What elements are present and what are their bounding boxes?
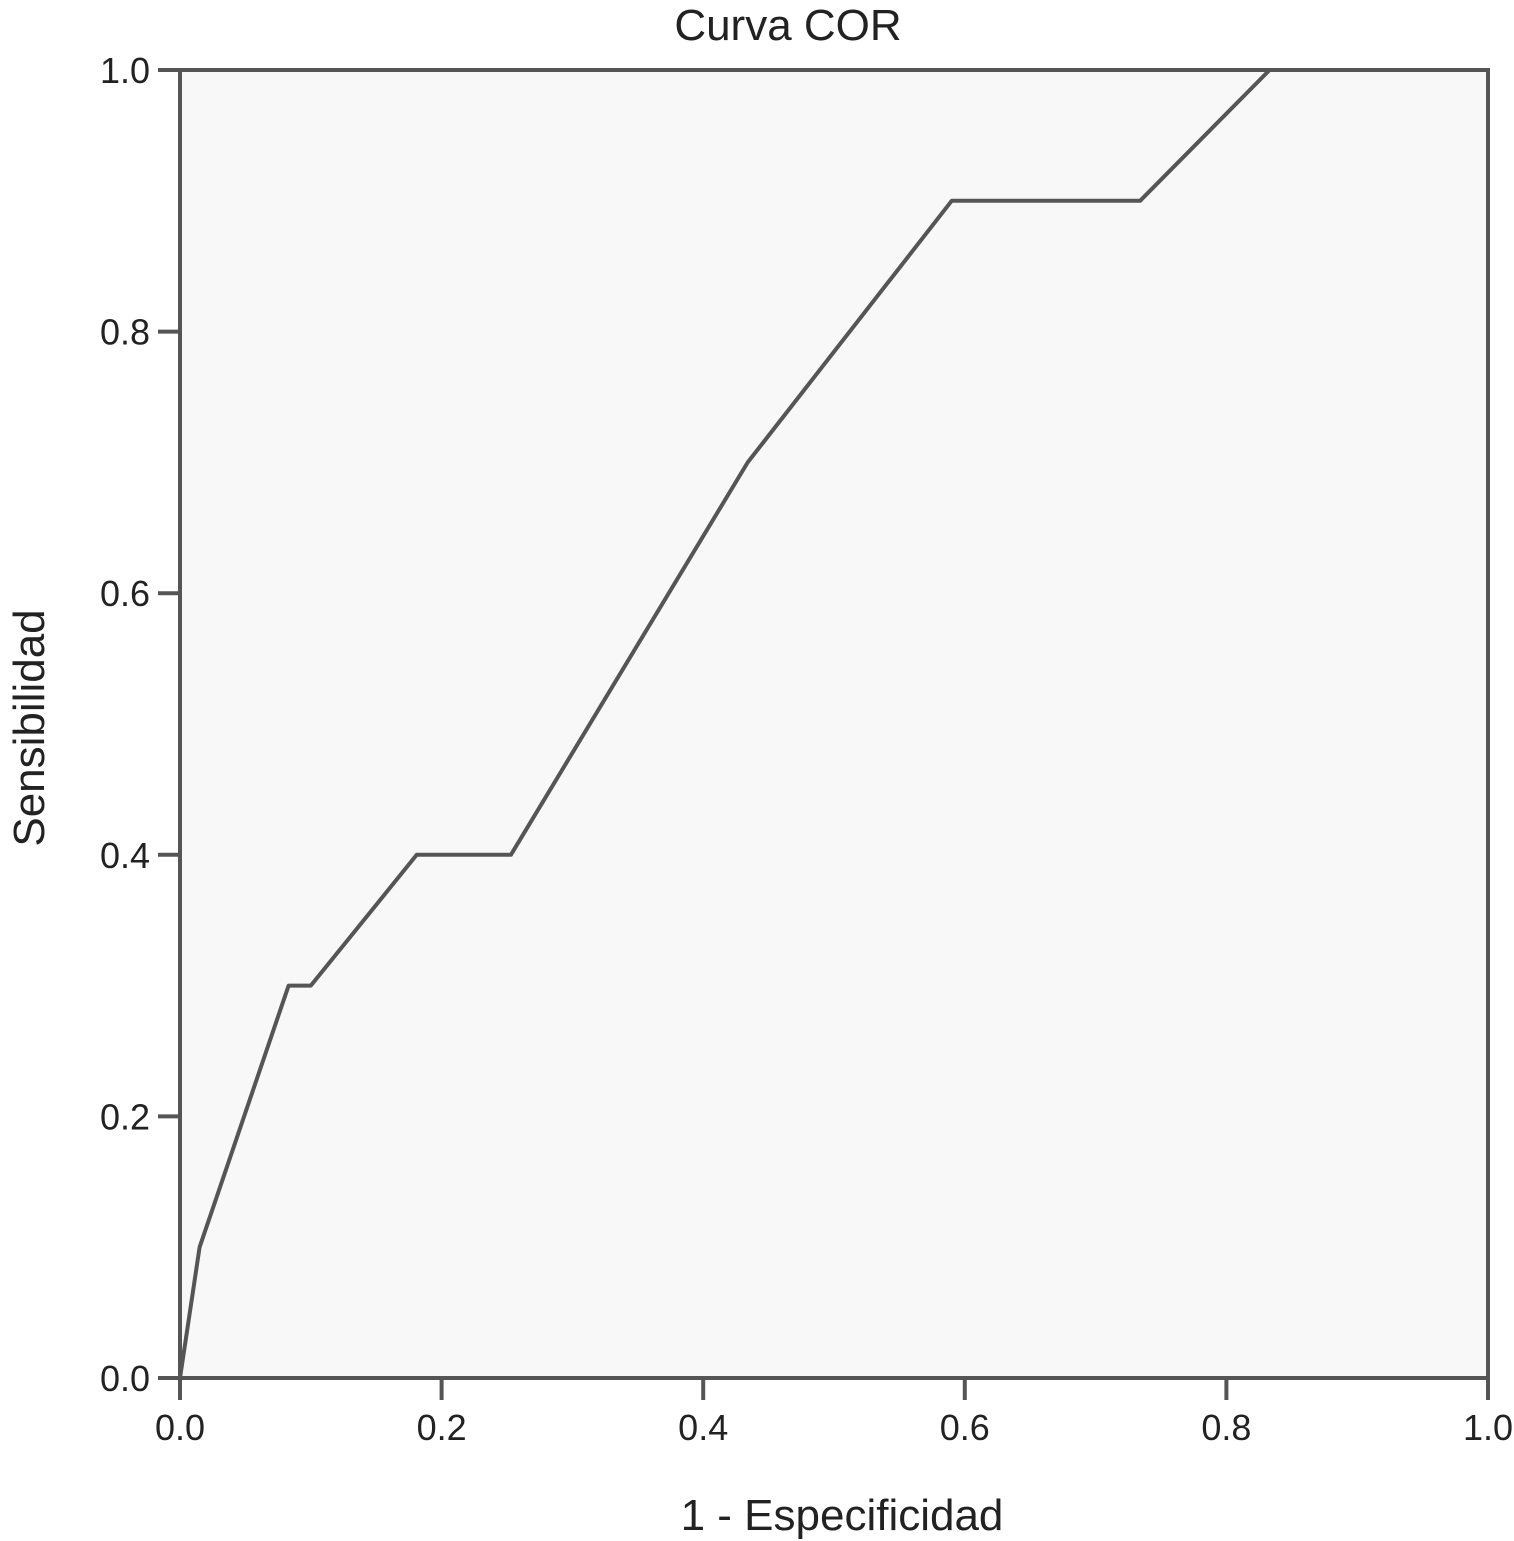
axes-layer: 0.0 0.2 0.4 0.6 0.8 1.0 0.0 0.2 0.4 0.6 0.8 1.0: [100, 50, 1513, 1448]
series-layer: [178, 68, 1488, 1379]
x-axis-label: 1 - Especificidad: [681, 1491, 1004, 1540]
x-tick-label: 0.0: [155, 1407, 205, 1448]
x-tick-label: 0.8: [1201, 1407, 1251, 1448]
y-axis-label: Sensibilidad: [5, 609, 54, 846]
y-tick-label: 1.0: [100, 50, 150, 91]
x-tick-label: 0.4: [678, 1407, 728, 1448]
y-tick-label: 0.2: [100, 1096, 150, 1137]
y-tick-label: 0.8: [100, 312, 150, 353]
y-tick-label: 0.6: [100, 573, 150, 614]
plot-area: [180, 70, 1488, 1378]
x-tick-label: 0.2: [417, 1407, 467, 1448]
x-tick-label: 0.6: [940, 1407, 990, 1448]
roc-curve-line: [178, 68, 1488, 1379]
y-tick-label: 0.4: [100, 835, 150, 876]
x-tick-label: 1.0: [1463, 1407, 1513, 1448]
chart-title: Curva COR: [674, 1, 901, 50]
y-tick-label: 0.0: [100, 1358, 150, 1399]
plot-frame: [178, 68, 1490, 1380]
